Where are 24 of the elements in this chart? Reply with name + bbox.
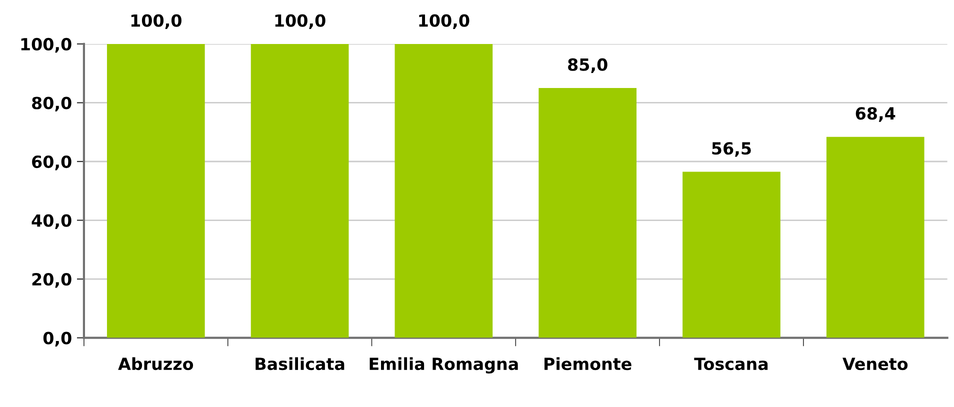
x-tick-label: Toscana [694,358,768,370]
y-tick-label: 80,0 [32,96,72,112]
data-label: 68,4 [856,107,896,122]
data-label: 85,0 [568,58,608,74]
x-tick-label: Piemonte [544,357,632,370]
y-tick-label: 20,0 [32,273,72,288]
bar [538,88,637,338]
bar [106,44,205,338]
bar [682,172,780,338]
x-tick-label: Emilia Romagna [370,357,518,374]
data-label: 100,0 [275,14,326,29]
y-tick-label: 40,0 [32,214,72,229]
bar [394,44,493,338]
data-label: 100,0 [419,14,470,29]
y-tick-label: 100,0 [21,38,72,53]
x-tick-label: Veneto [842,358,908,370]
y-tick-label: 60,0 [32,155,72,170]
x-tick-label: Abruzzo [118,357,194,370]
data-label: 100,0 [131,14,182,29]
bar [250,44,349,338]
y-tick-label: 0,0 [43,332,72,347]
x-tick-label: Basilicata [256,357,344,370]
bar [826,136,924,338]
data-label: 56,5 [712,142,751,157]
